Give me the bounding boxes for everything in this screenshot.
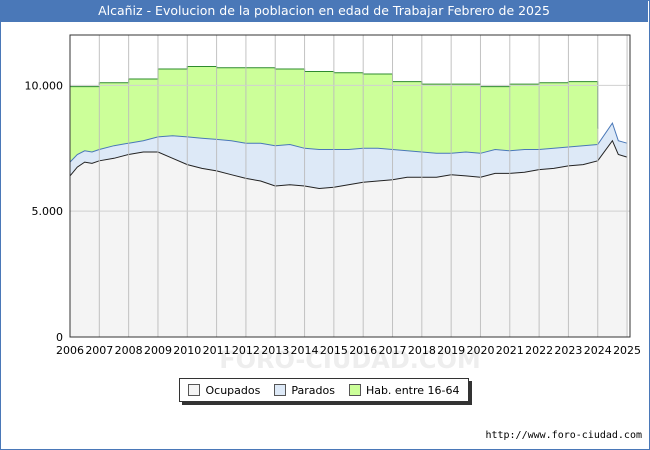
series-area-ocupados	[70, 140, 628, 337]
legend-swatch-ocupados	[188, 384, 201, 396]
x-tick-label-2013: 2013	[261, 344, 289, 357]
y-tick-label-0: 0	[56, 331, 63, 344]
legend-label-parados: Parados	[291, 383, 335, 397]
x-tick-label-2022: 2022	[525, 344, 553, 357]
x-tick-label-2018: 2018	[408, 344, 436, 357]
legend-swatch-parados	[274, 384, 287, 396]
x-tick-label-2007: 2007	[85, 344, 113, 357]
legend-label-ocupados: Ocupados	[205, 383, 261, 397]
x-tick-label-2012: 2012	[232, 344, 260, 357]
x-tick-label-2016: 2016	[349, 344, 377, 357]
x-tick-label-2011: 2011	[203, 344, 231, 357]
x-tick-label-2020: 2020	[466, 344, 494, 357]
series-line-ocupados	[69, 139, 628, 190]
x-tick-label-2015: 2015	[320, 344, 348, 357]
chart-title: Alcañiz - Evolucion de la poblacion en e…	[0, 0, 648, 22]
x-tick-label-2010: 2010	[173, 344, 201, 357]
x-tick-label-2023: 2023	[554, 344, 582, 357]
watermark: FORO-CIUDAD.COM	[219, 346, 481, 374]
legend-item-parados: Parados	[274, 384, 335, 397]
legend: Ocupados Parados Hab. entre 16-64	[179, 378, 469, 402]
x-tick-label-2024: 2024	[584, 344, 612, 357]
legend-item-ocupados: Ocupados	[188, 384, 260, 397]
x-tick-label-2017: 2017	[379, 344, 407, 357]
legend-swatch-hab	[348, 384, 361, 396]
x-tick-label-2009: 2009	[144, 344, 172, 357]
legend-label-hab: Hab. entre 16-64	[365, 383, 460, 397]
footer-url[interactable]: http://www.foro-ciudad.com	[485, 430, 642, 441]
y-tick-label-5000: 5.000	[32, 205, 64, 218]
x-tick-label-2025: 2025	[613, 344, 641, 357]
x-tick-label-2019: 2019	[437, 344, 465, 357]
series-line-parados	[69, 121, 628, 163]
legend-item-hab: Hab. entre 16-64	[348, 383, 460, 397]
x-tick-label-2021: 2021	[496, 344, 524, 357]
x-tick-label-2008: 2008	[115, 344, 143, 357]
y-tick-label-10000: 10.000	[25, 79, 64, 92]
plot-border	[69, 34, 631, 338]
x-tick-label-2006: 2006	[56, 344, 84, 357]
x-tick-label-2014: 2014	[291, 344, 319, 357]
